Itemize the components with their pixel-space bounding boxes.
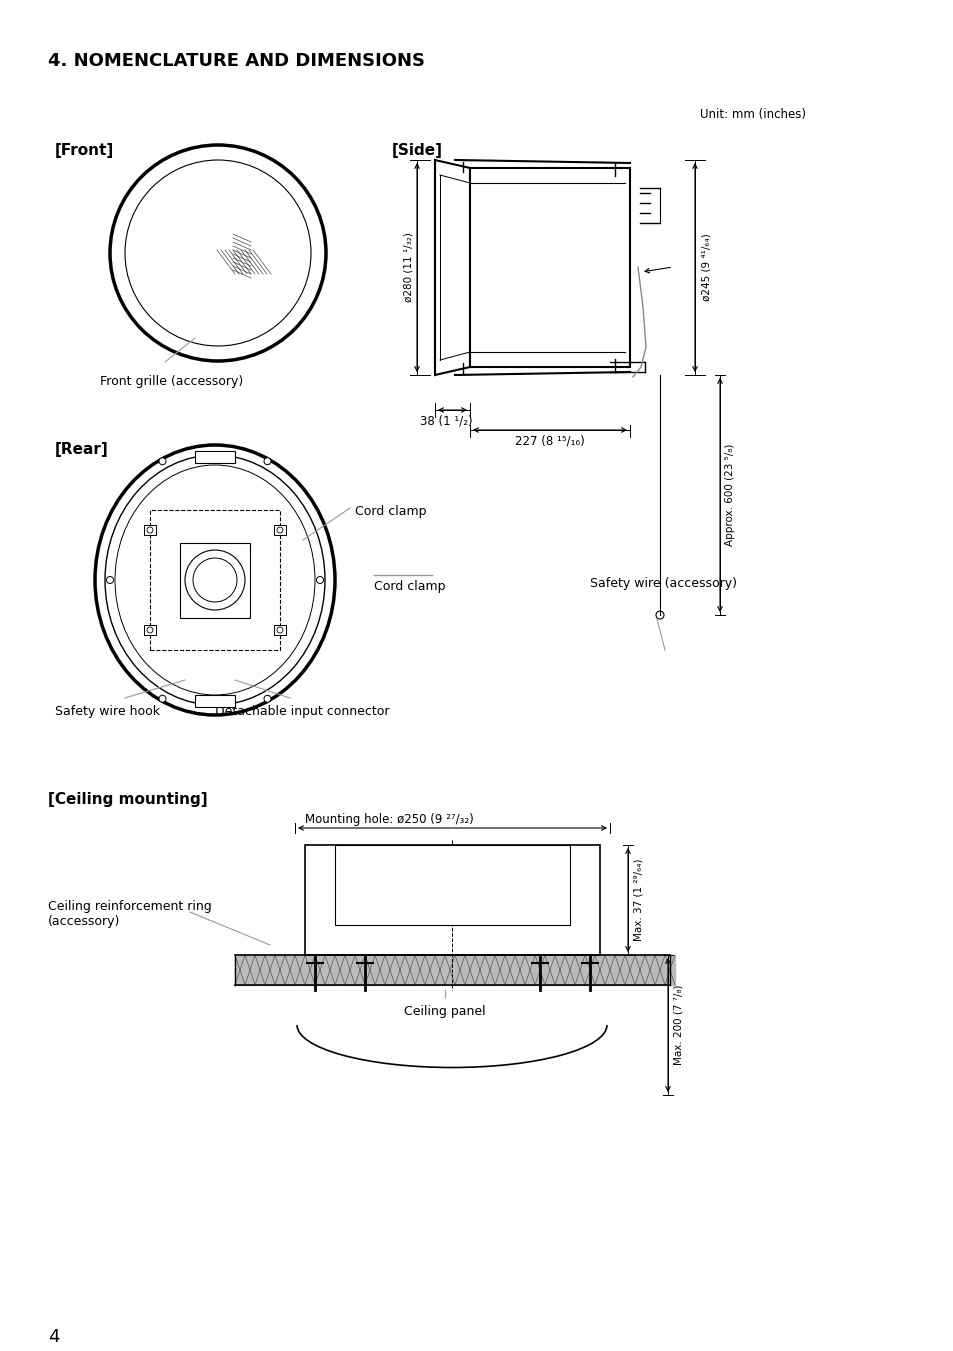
Polygon shape: [504, 955, 515, 985]
Polygon shape: [265, 955, 274, 985]
Text: Approx. 600 (23 ⁵/₈): Approx. 600 (23 ⁵/₈): [724, 444, 734, 546]
Polygon shape: [604, 955, 615, 985]
Text: [Side]: [Side]: [392, 143, 442, 158]
Polygon shape: [584, 955, 595, 985]
Text: Cord clamp: Cord clamp: [374, 580, 445, 593]
Polygon shape: [544, 955, 555, 985]
Polygon shape: [664, 955, 675, 985]
Circle shape: [276, 527, 283, 534]
Text: 227 (8 ¹⁵/₁₆): 227 (8 ¹⁵/₁₆): [515, 435, 584, 449]
Polygon shape: [355, 955, 365, 985]
Polygon shape: [395, 955, 405, 985]
Polygon shape: [564, 955, 575, 985]
Polygon shape: [495, 955, 504, 985]
Polygon shape: [424, 955, 435, 985]
Polygon shape: [644, 955, 655, 985]
Text: Mounting hole: ø250 (9 ²⁷/₃₂): Mounting hole: ø250 (9 ²⁷/₃₂): [305, 813, 474, 825]
Polygon shape: [325, 955, 335, 985]
Bar: [274, 626, 286, 635]
Text: [Ceiling mounting]: [Ceiling mounting]: [48, 792, 208, 807]
Text: Cord clamp: Cord clamp: [355, 505, 426, 517]
Polygon shape: [484, 955, 495, 985]
Circle shape: [316, 577, 323, 584]
Polygon shape: [314, 955, 325, 985]
Polygon shape: [435, 159, 470, 376]
Polygon shape: [595, 955, 604, 985]
Circle shape: [159, 696, 166, 703]
Polygon shape: [575, 955, 584, 985]
Text: [Front]: [Front]: [55, 143, 114, 158]
Circle shape: [264, 696, 271, 703]
Polygon shape: [274, 955, 285, 985]
Polygon shape: [305, 955, 314, 985]
Polygon shape: [435, 955, 444, 985]
Polygon shape: [345, 955, 355, 985]
Bar: [194, 694, 234, 707]
Bar: [150, 509, 280, 650]
Bar: [274, 526, 286, 535]
Polygon shape: [254, 955, 265, 985]
Text: Ceiling panel: Ceiling panel: [404, 1005, 485, 1019]
Polygon shape: [365, 955, 375, 985]
Polygon shape: [535, 955, 544, 985]
Bar: [144, 626, 156, 635]
Text: Ceiling reinforcement ring
(accessory): Ceiling reinforcement ring (accessory): [48, 900, 212, 928]
Text: ø280 (11 ¹/₃₂): ø280 (11 ¹/₃₂): [403, 232, 414, 301]
Polygon shape: [335, 955, 345, 985]
Polygon shape: [464, 955, 475, 985]
Bar: [144, 526, 156, 535]
Text: Max. 37 (1 ²⁹/₆₄): Max. 37 (1 ²⁹/₆₄): [634, 859, 643, 942]
Text: [Rear]: [Rear]: [55, 442, 109, 457]
Polygon shape: [294, 955, 305, 985]
Polygon shape: [524, 955, 535, 985]
Circle shape: [107, 577, 113, 584]
Text: Unit: mm (inches): Unit: mm (inches): [700, 108, 805, 122]
Text: ø245 (9 ⁴¹/₆₄): ø245 (9 ⁴¹/₆₄): [701, 234, 711, 301]
Bar: [194, 451, 234, 463]
Bar: [470, 168, 629, 367]
Text: Front grille (accessory): Front grille (accessory): [100, 376, 243, 388]
Text: 38 (1 ¹/₂): 38 (1 ¹/₂): [419, 415, 472, 428]
Polygon shape: [245, 955, 254, 985]
Polygon shape: [475, 955, 484, 985]
Circle shape: [147, 627, 152, 634]
Polygon shape: [624, 955, 635, 985]
Bar: [335, 844, 569, 925]
Text: Safety wire hook: Safety wire hook: [55, 705, 160, 717]
Text: Safety wire (accessory): Safety wire (accessory): [589, 577, 737, 590]
Circle shape: [159, 458, 166, 465]
Polygon shape: [555, 955, 564, 985]
Polygon shape: [655, 955, 664, 985]
Polygon shape: [444, 955, 455, 985]
Polygon shape: [385, 955, 395, 985]
Circle shape: [276, 627, 283, 634]
Bar: [305, 844, 599, 955]
Polygon shape: [635, 955, 644, 985]
Polygon shape: [455, 955, 464, 985]
Polygon shape: [375, 955, 385, 985]
Circle shape: [264, 458, 271, 465]
Polygon shape: [405, 955, 415, 985]
Polygon shape: [285, 955, 294, 985]
Text: 4: 4: [48, 1328, 59, 1346]
Polygon shape: [415, 955, 424, 985]
Polygon shape: [234, 955, 245, 985]
Circle shape: [147, 527, 152, 534]
Polygon shape: [515, 955, 524, 985]
Bar: [180, 543, 250, 617]
Text: Max. 200 (7 ⁷/₈): Max. 200 (7 ⁷/₈): [673, 985, 683, 1065]
Text: Detachable input connector: Detachable input connector: [214, 705, 389, 717]
Polygon shape: [615, 955, 624, 985]
Text: 4. NOMENCLATURE AND DIMENSIONS: 4. NOMENCLATURE AND DIMENSIONS: [48, 51, 424, 70]
